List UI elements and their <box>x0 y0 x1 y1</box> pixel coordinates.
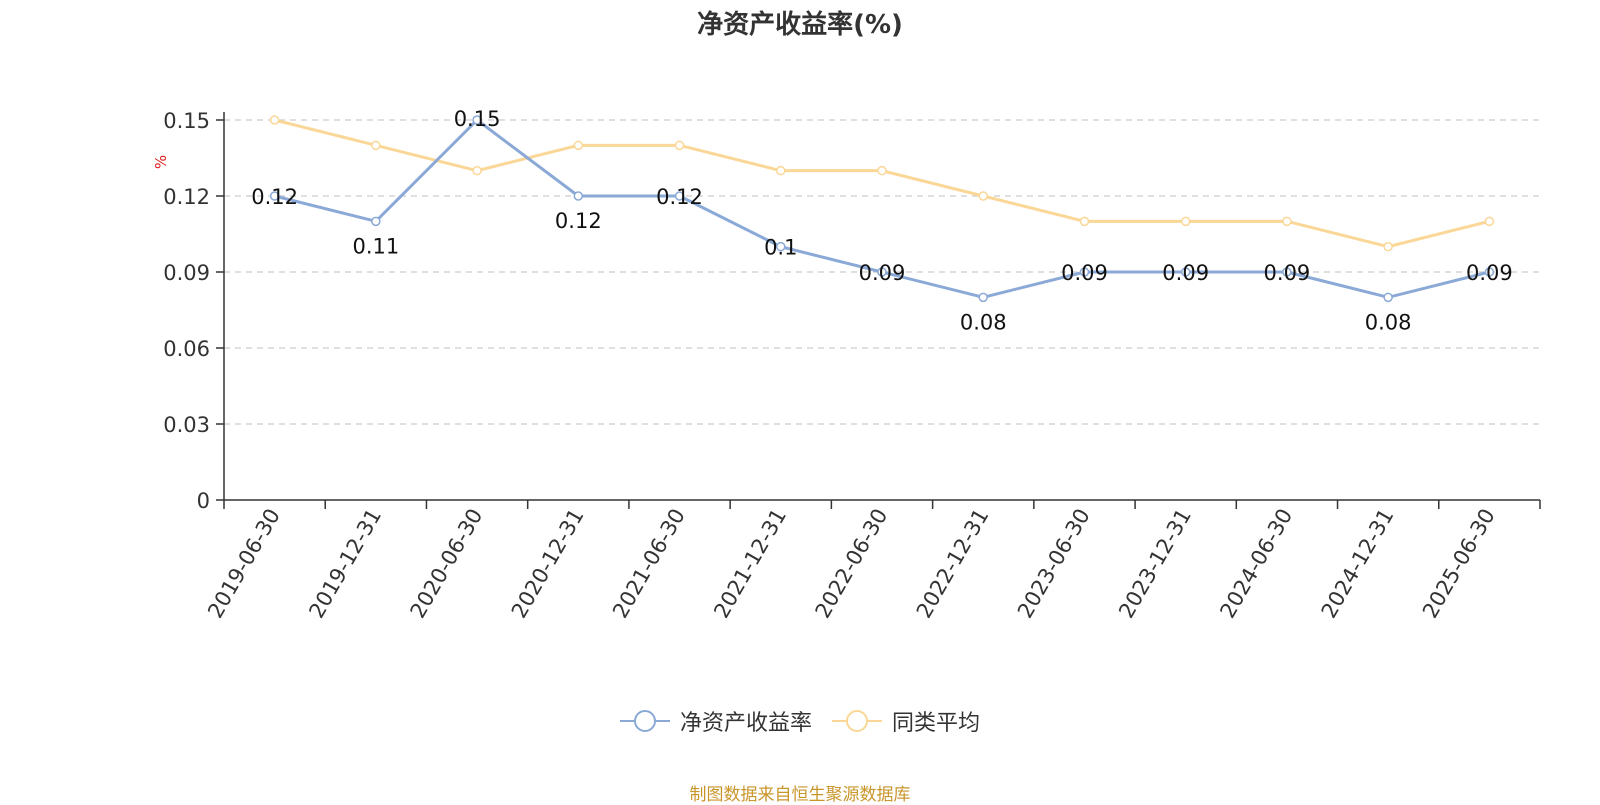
x-tick-label: 2020-12-31 <box>507 505 589 623</box>
data-point-0 <box>674 191 685 201</box>
legend-label-peer-average: 同类平均 <box>892 711 981 736</box>
data-label: 0.09 <box>1466 261 1513 285</box>
x-tick-label: 2021-06-30 <box>608 505 690 623</box>
x-tick-label: 2019-12-31 <box>304 505 386 623</box>
data-point-0 <box>776 241 786 252</box>
x-tick-label: 2021-12-31 <box>709 505 791 623</box>
data-point-1 <box>269 115 280 125</box>
data-point-1 <box>472 165 482 176</box>
data-point-0 <box>1282 267 1292 277</box>
data-point-1 <box>978 191 988 201</box>
data-point-1 <box>674 140 685 151</box>
x-tick-label: 2020-06-30 <box>406 504 488 622</box>
data-point-0 <box>472 115 482 125</box>
legend-swatch-roe <box>619 710 670 732</box>
data-point-0 <box>371 216 381 227</box>
data-point-1 <box>1079 216 1090 227</box>
y-tick-label: 0.09 <box>163 261 210 285</box>
data-point-0 <box>573 191 584 201</box>
legend-swatch-peer-average <box>832 710 882 732</box>
data-label: 0.11 <box>352 234 399 258</box>
y-tick-label: 0 <box>197 489 210 513</box>
y-tick-label: 0.03 <box>163 413 210 437</box>
legend-label-roe: 净资产收益率 <box>679 711 812 736</box>
source-footnote: 制图数据来自恒生聚源数据库 <box>689 785 911 805</box>
data-point-0 <box>1383 292 1393 303</box>
data-label: 0.12 <box>656 185 703 209</box>
x-tick-label: 2024-06-30 <box>1215 505 1297 623</box>
data-point-0 <box>1484 267 1495 277</box>
x-tick-label: 2019-06-30 <box>203 505 285 623</box>
y-axis-label: % <box>152 155 170 169</box>
data-label: 0.09 <box>1264 261 1311 285</box>
data-label: 0.1 <box>764 236 797 260</box>
chart-title: 净资产收益率(%) <box>697 10 903 40</box>
data-point-0 <box>1079 267 1090 277</box>
y-tick-label: 0.15 <box>163 109 210 133</box>
x-tick-label: 2022-12-31 <box>912 504 994 622</box>
data-label: 0.08 <box>1365 310 1412 334</box>
data-label: 0.09 <box>1061 261 1108 285</box>
legend-item-roe[interactable]: 净资产收益率 <box>619 705 812 737</box>
x-tick-label: 2025-06-30 <box>1418 505 1500 623</box>
data-point-1 <box>1180 216 1191 227</box>
data-point-1 <box>1484 216 1495 227</box>
data-point-0 <box>269 191 280 201</box>
data-point-1 <box>877 165 887 176</box>
x-tick-label: 2024-12-31 <box>1317 505 1399 623</box>
x-tick-label: 2022-06-30 <box>811 505 893 623</box>
data-point-0 <box>978 292 988 303</box>
line-chart: 0 0.03 0.06 0.09 0.12 0.15% 2019-06-30 2019-12-… <box>152 107 1541 623</box>
data-point-1 <box>371 140 381 151</box>
data-point-1 <box>1383 241 1393 252</box>
legend: 净资产收益率 同类平均 <box>0 705 1600 737</box>
data-point-1 <box>1282 216 1292 227</box>
data-point-0 <box>877 267 887 277</box>
data-point-1 <box>573 140 584 151</box>
data-label: 0.12 <box>555 209 602 233</box>
data-label: 0.15 <box>454 107 501 131</box>
data-label: 0.09 <box>1162 261 1209 285</box>
data-point-1 <box>776 165 786 176</box>
data-point-0 <box>1180 267 1191 277</box>
data-label: 0.09 <box>859 261 906 285</box>
x-tick-label: 2023-12-31 <box>1114 505 1196 623</box>
data-label: 0.08 <box>960 310 1007 334</box>
y-tick-label: 0.12 <box>163 185 210 209</box>
y-tick-label: 0.06 <box>163 337 210 361</box>
x-tick-label: 2023-06-30 <box>1013 505 1095 623</box>
data-label: 0.12 <box>251 185 298 209</box>
legend-item-peer-average[interactable]: 同类平均 <box>832 705 980 737</box>
